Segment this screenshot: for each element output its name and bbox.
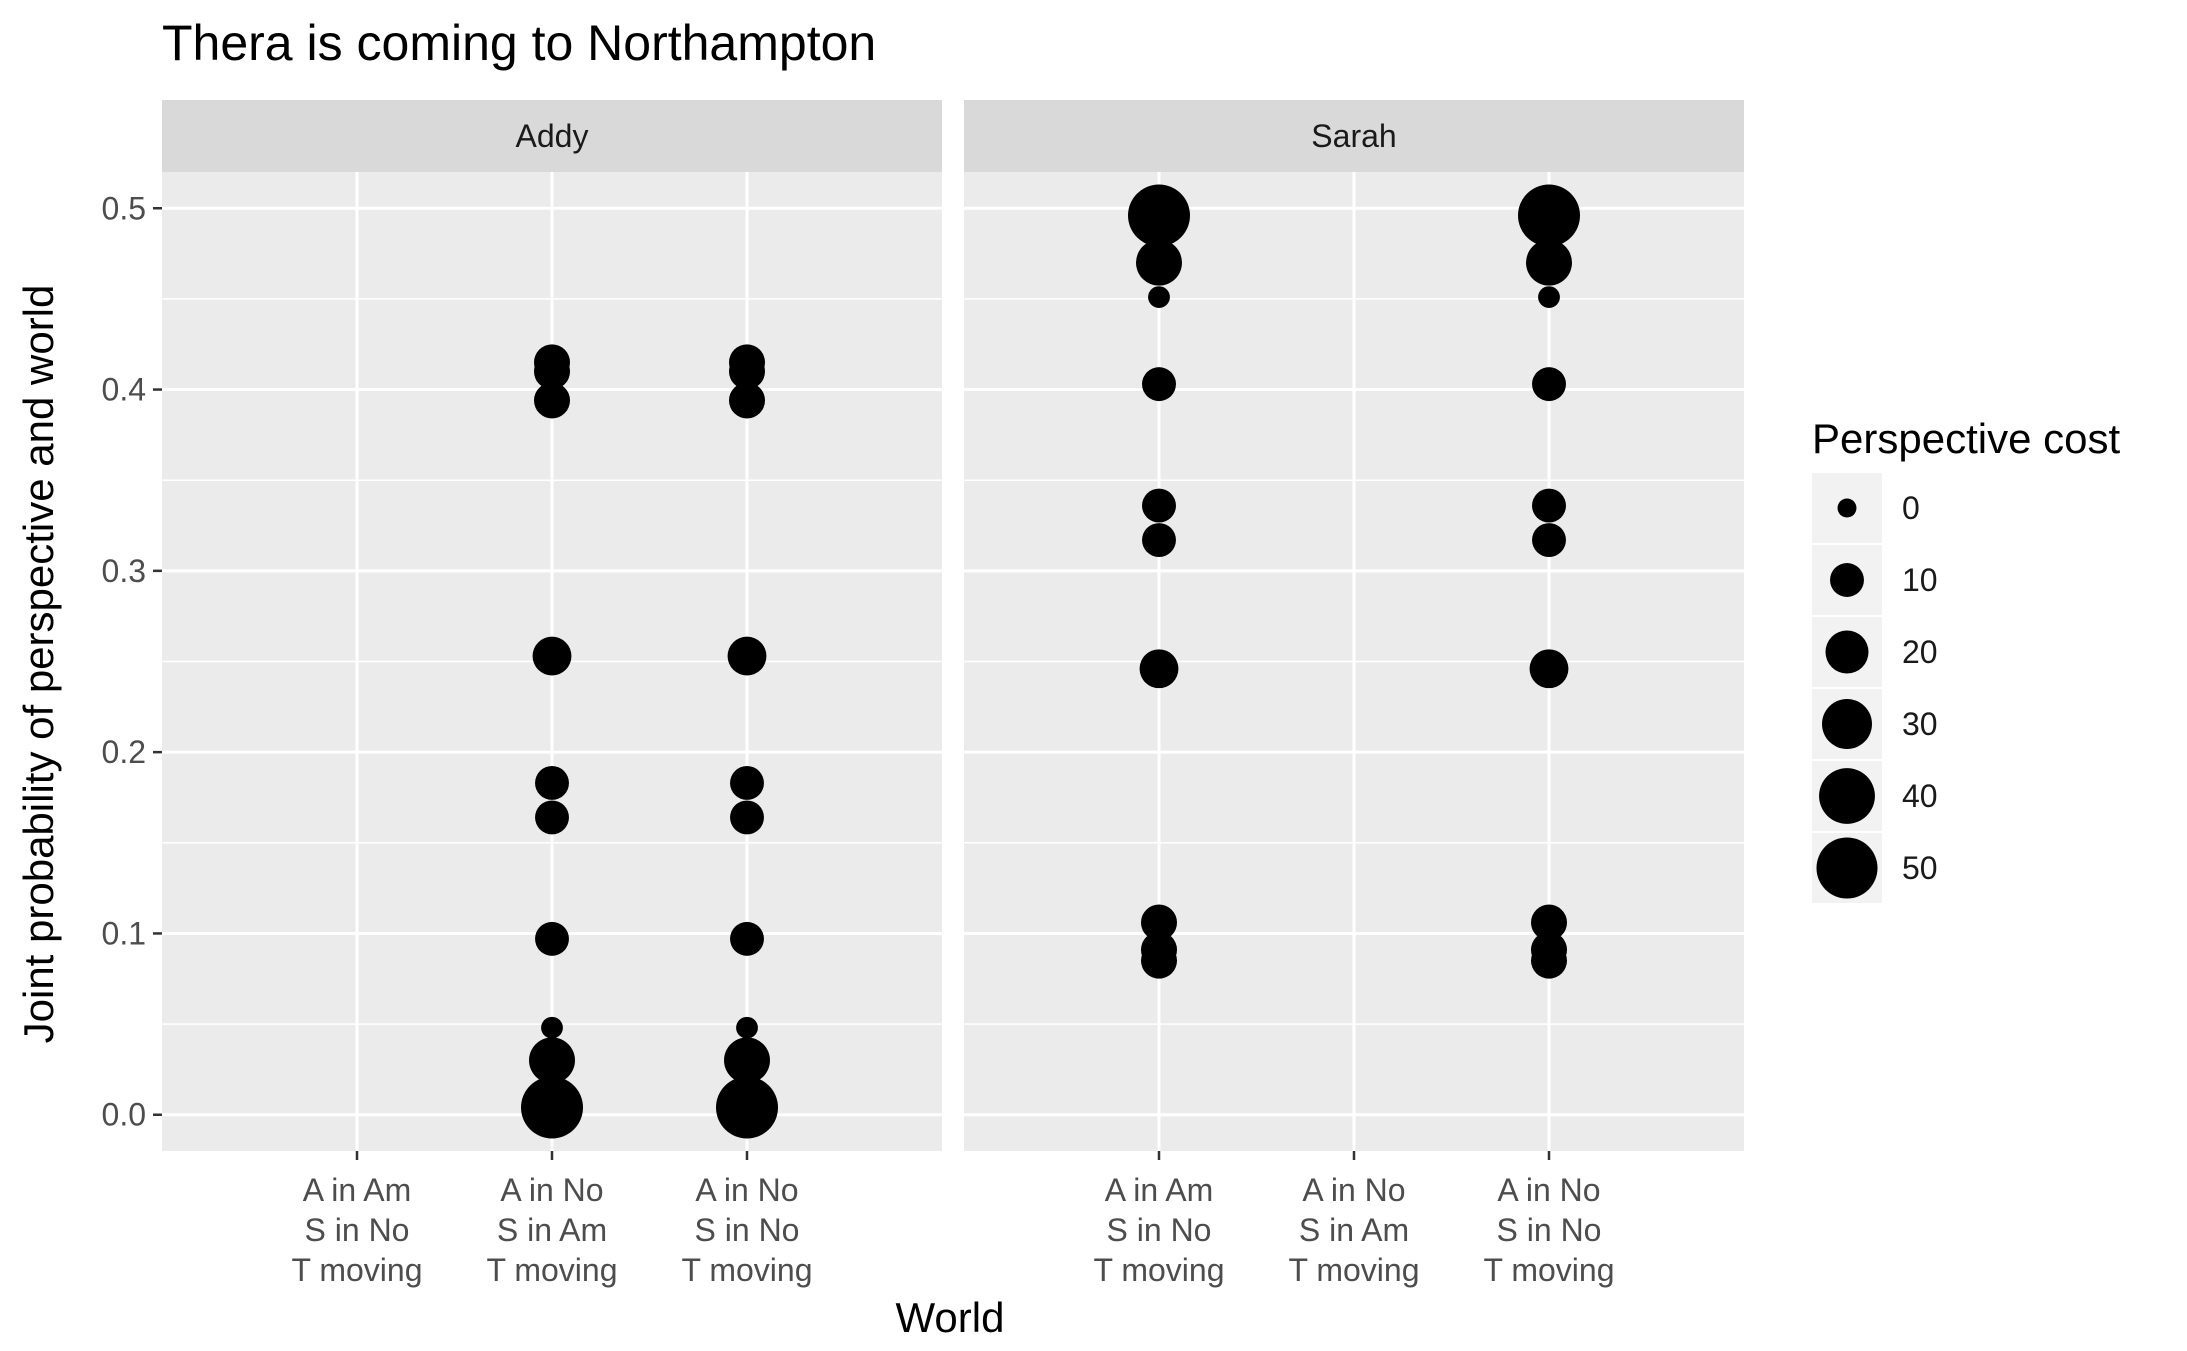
- data-point: [1526, 239, 1572, 286]
- legend: Perspective cost 0 10 20 30 40 50: [1812, 415, 2120, 903]
- legend-key-point: [1816, 837, 1878, 899]
- x-tick-label: A in No: [1497, 1172, 1600, 1208]
- data-point: [532, 636, 572, 676]
- data-point: [529, 1037, 575, 1084]
- x-tick-label: T moving: [486, 1252, 617, 1288]
- data-point: [541, 1016, 563, 1039]
- data-point: [1136, 239, 1182, 286]
- data-point: [728, 382, 766, 419]
- y-tick-label: 0.4: [102, 372, 146, 408]
- panel-sarah: Sarah: [964, 100, 1744, 1151]
- legend-label: 40: [1902, 778, 1938, 814]
- x-tick-label: T moving: [1483, 1252, 1614, 1288]
- y-axis: 0.0 0.1 0.2 0.3 0.4 0.5: [102, 190, 162, 1133]
- data-point: [1532, 523, 1566, 557]
- data-point: [724, 1037, 770, 1084]
- data-point: [1142, 523, 1176, 557]
- data-point: [1529, 649, 1569, 689]
- chart-title: Thera is coming to Northampton: [162, 15, 876, 71]
- x-tick-label: S in No: [305, 1212, 410, 1248]
- data-point: [1142, 367, 1176, 402]
- data-point: [533, 353, 571, 390]
- data-point: [728, 353, 766, 390]
- data-point: [1538, 286, 1560, 308]
- data-point: [730, 921, 764, 956]
- legend-key-point: [1830, 563, 1864, 597]
- legend-label: 10: [1902, 562, 1938, 598]
- x-tick-label: S in No: [695, 1212, 800, 1248]
- x-tick-label: T moving: [1288, 1252, 1419, 1288]
- data-point: [521, 1076, 583, 1139]
- data-point: [1532, 488, 1566, 523]
- legend-label: 50: [1902, 850, 1938, 886]
- x-tick-label: T moving: [681, 1252, 812, 1288]
- strip-background: [964, 100, 1744, 172]
- panel-addy: Addy: [162, 100, 942, 1151]
- y-tick-label: 0.2: [102, 734, 146, 770]
- legend-title: Perspective cost: [1812, 415, 2120, 462]
- x-tick-label: A in Am: [1105, 1172, 1214, 1208]
- strip-label: Addy: [516, 118, 589, 154]
- data-point: [716, 1076, 778, 1139]
- data-point: [1139, 649, 1179, 689]
- legend-key-point: [1837, 498, 1857, 518]
- x-tick-label: S in No: [1107, 1212, 1212, 1248]
- data-point: [1530, 904, 1568, 941]
- data-point: [1142, 488, 1176, 523]
- data-point: [736, 1016, 758, 1039]
- y-tick-label: 0.0: [102, 1097, 146, 1133]
- x-tick-label: S in No: [1497, 1212, 1602, 1248]
- data-point: [1148, 286, 1170, 308]
- panels-group: Addy Sarah: [162, 100, 1744, 1151]
- y-tick-label: 0.5: [102, 190, 146, 226]
- x-tick-label: S in Am: [1299, 1212, 1409, 1248]
- x-axis: A in Am S in No T moving A in No S in Am T mo…: [291, 1151, 1615, 1288]
- legend-key-point: [1822, 699, 1872, 749]
- y-axis-title: Joint probability of perspective and wor…: [15, 285, 62, 1044]
- strip-background: [162, 100, 942, 172]
- data-point: [1518, 184, 1580, 247]
- x-tick-label: A in No: [500, 1172, 603, 1208]
- y-tick-label: 0.1: [102, 915, 146, 951]
- data-point: [727, 636, 767, 676]
- data-point: [730, 766, 764, 800]
- strip-label: Sarah: [1311, 118, 1396, 154]
- legend-label: 0: [1902, 490, 1920, 526]
- data-point: [1140, 942, 1178, 979]
- x-tick-label: A in No: [695, 1172, 798, 1208]
- data-point: [535, 766, 569, 800]
- x-tick-label: T moving: [291, 1252, 422, 1288]
- legend-label: 20: [1902, 634, 1938, 670]
- x-axis-title: World: [896, 1294, 1005, 1341]
- legend-key-point: [1825, 630, 1869, 674]
- legend-label: 30: [1902, 706, 1938, 742]
- data-point: [1128, 184, 1190, 247]
- data-point: [730, 800, 764, 835]
- data-point: [1140, 904, 1178, 941]
- x-tick-label: S in Am: [497, 1212, 607, 1248]
- data-point: [1530, 942, 1568, 979]
- data-point: [535, 921, 569, 956]
- legend-key-point: [1819, 768, 1875, 824]
- x-tick-label: A in No: [1302, 1172, 1405, 1208]
- data-point: [535, 800, 569, 835]
- data-point: [533, 382, 571, 419]
- x-tick-label: T moving: [1093, 1252, 1224, 1288]
- data-point: [1532, 367, 1566, 402]
- y-tick-label: 0.3: [102, 553, 146, 589]
- x-tick-label: A in Am: [303, 1172, 412, 1208]
